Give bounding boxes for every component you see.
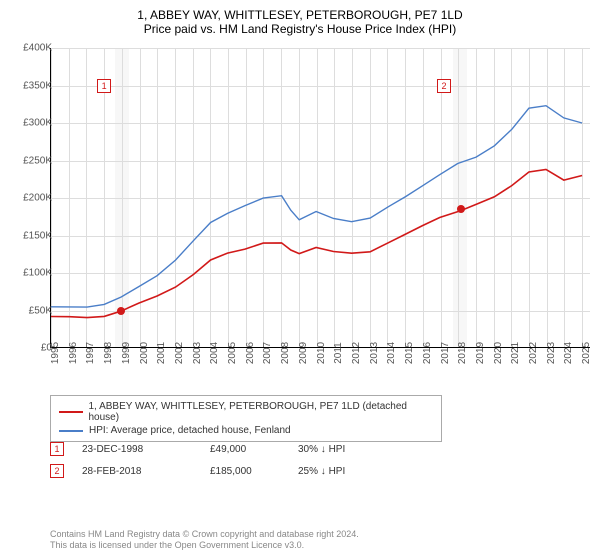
xtick-label: 2011	[333, 342, 344, 364]
xtick-label: 2022	[528, 342, 539, 364]
ytick-label: £50K	[29, 305, 52, 316]
xtick-label: 1997	[85, 342, 96, 364]
sale-diff: 30% ↓ HPI	[298, 444, 345, 455]
xtick-label: 2017	[440, 342, 451, 364]
xtick-label: 2001	[156, 342, 167, 364]
ytick-label: £150K	[23, 230, 52, 241]
legend: 1, ABBEY WAY, WHITTLESEY, PETERBOROUGH, …	[50, 395, 442, 442]
xtick-label: 1996	[68, 342, 79, 364]
xtick-label: 2025	[581, 342, 592, 364]
xtick-label: 1999	[121, 342, 132, 364]
xtick-label: 2002	[174, 342, 185, 364]
xtick-label: 2016	[422, 342, 433, 364]
xtick-label: 2013	[369, 342, 380, 364]
xtick-label: 2003	[192, 342, 203, 364]
xtick-label: 2008	[280, 342, 291, 364]
xtick-label: 2007	[262, 342, 273, 364]
sale-price: £49,000	[210, 444, 280, 455]
chart-title-line1: 1, ABBEY WAY, WHITTLESEY, PETERBOROUGH, …	[0, 0, 600, 22]
series-hpi	[51, 106, 582, 307]
chart-lines	[51, 48, 591, 348]
xtick-label: 2015	[404, 342, 415, 364]
footer: Contains HM Land Registry data © Crown c…	[50, 529, 359, 552]
footer-line1: Contains HM Land Registry data © Crown c…	[50, 529, 359, 541]
ytick-label: £350K	[23, 80, 52, 91]
xtick-label: 2020	[493, 342, 504, 364]
ytick-label: £200K	[23, 193, 52, 204]
xtick-label: 2000	[139, 342, 150, 364]
xtick-label: 2010	[316, 342, 327, 364]
legend-label-2: HPI: Average price, detached house, Fenl…	[89, 425, 291, 436]
sale-diff: 25% ↓ HPI	[298, 466, 345, 477]
series-price_paid	[51, 170, 582, 318]
sale-date: 28-FEB-2018	[82, 466, 192, 477]
xtick-label: 1998	[103, 342, 114, 364]
sale-row: 2 28-FEB-2018 £185,000 25% ↓ HPI	[50, 460, 345, 482]
xtick-label: 2004	[209, 342, 220, 364]
sale-date: 23-DEC-1998	[82, 444, 192, 455]
xtick-label: 2014	[386, 342, 397, 364]
xtick-label: 2012	[351, 342, 362, 364]
chart-title-line2: Price paid vs. HM Land Registry's House …	[0, 22, 600, 42]
xtick-label: 2005	[227, 342, 238, 364]
sale-row-marker: 2	[50, 464, 64, 478]
plot-area: 12	[50, 48, 590, 348]
legend-swatch-2	[59, 430, 83, 432]
chart: 12 1995199619971998199920002001200220032…	[50, 48, 590, 378]
sale-marker-box: 1	[97, 79, 111, 93]
sale-marker-box: 2	[437, 79, 451, 93]
xtick-label: 2024	[563, 342, 574, 364]
xtick-label: 2021	[510, 342, 521, 364]
xtick-label: 2009	[298, 342, 309, 364]
ytick-label: £250K	[23, 155, 52, 166]
footer-line2: This data is licensed under the Open Gov…	[50, 540, 359, 552]
legend-label-1: 1, ABBEY WAY, WHITTLESEY, PETERBOROUGH, …	[89, 401, 434, 423]
ytick-label: £400K	[23, 43, 52, 54]
sale-row-marker: 1	[50, 442, 64, 456]
legend-row-2: HPI: Average price, detached house, Fenl…	[59, 424, 433, 437]
legend-row-1: 1, ABBEY WAY, WHITTLESEY, PETERBOROUGH, …	[59, 400, 433, 424]
ytick-label: £0	[41, 343, 52, 354]
sales-list: 1 23-DEC-1998 £49,000 30% ↓ HPI2 28-FEB-…	[50, 438, 345, 482]
xtick-label: 2023	[546, 342, 557, 364]
sale-marker-dot	[457, 205, 465, 213]
legend-swatch-1	[59, 411, 83, 413]
xtick-label: 2006	[245, 342, 256, 364]
sale-row: 1 23-DEC-1998 £49,000 30% ↓ HPI	[50, 438, 345, 460]
xtick-label: 2019	[475, 342, 486, 364]
ytick-label: £300K	[23, 118, 52, 129]
xtick-label: 2018	[457, 342, 468, 364]
sale-price: £185,000	[210, 466, 280, 477]
sale-marker-dot	[117, 307, 125, 315]
ytick-label: £100K	[23, 268, 52, 279]
